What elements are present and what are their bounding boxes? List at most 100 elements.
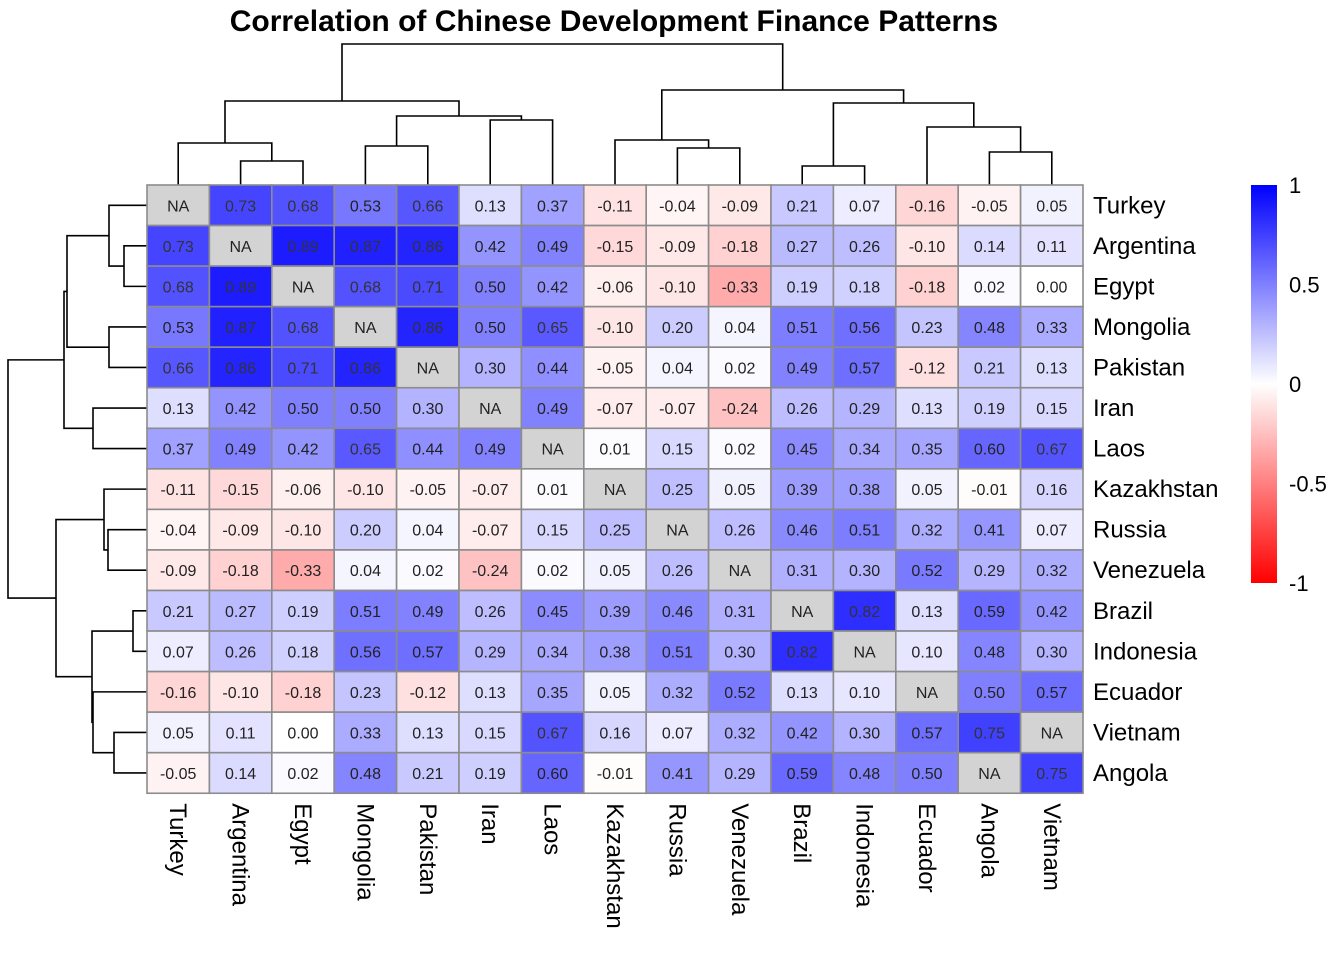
column-dendrogram bbox=[177, 43, 1053, 185]
heatmap-cell bbox=[707, 508, 772, 551]
cell-value-label: 0.59 bbox=[787, 766, 818, 783]
heatmap-cell bbox=[707, 630, 772, 673]
cell-value-label: 0.13 bbox=[1036, 360, 1067, 377]
cell-value-label: 0.19 bbox=[974, 401, 1005, 418]
row-label: Argentina bbox=[1093, 233, 1196, 260]
dendrogram-branch bbox=[239, 160, 304, 185]
heatmap-cell bbox=[520, 468, 585, 511]
cell-value-label: 0.68 bbox=[163, 279, 194, 296]
cell-value-label: 0.16 bbox=[1036, 482, 1067, 499]
cell-value-label: 0.45 bbox=[787, 442, 818, 459]
cell-value-label: 0.73 bbox=[225, 198, 256, 215]
heatmap-cell bbox=[520, 346, 585, 389]
cell-value-label: 0.57 bbox=[412, 644, 443, 661]
heatmap-cell bbox=[520, 549, 585, 592]
heatmap-cell bbox=[395, 427, 460, 470]
heatmap-cell bbox=[770, 751, 835, 795]
cell-value-label: 0.20 bbox=[350, 523, 381, 540]
cell-value-label: 0.25 bbox=[662, 482, 693, 499]
cell-value-label: 0.04 bbox=[662, 360, 693, 377]
cell-value-label: -0.06 bbox=[597, 279, 634, 296]
heatmap-cell bbox=[832, 386, 897, 430]
cell-value-label: 0.82 bbox=[787, 644, 818, 661]
cell-value-label: -0.07 bbox=[597, 401, 634, 418]
cell-value-label: 0.21 bbox=[787, 198, 818, 215]
dendrogram-branch bbox=[108, 204, 147, 267]
column-label: Pakistan bbox=[414, 803, 441, 895]
cell-value-label: -0.11 bbox=[161, 482, 196, 499]
cell-value-label: 0.15 bbox=[537, 523, 568, 540]
dendrogram-branch bbox=[132, 609, 147, 653]
cell-value-label: 0.50 bbox=[974, 685, 1005, 702]
cell-value-label: 0.65 bbox=[350, 442, 381, 459]
heatmap-cell bbox=[270, 346, 335, 389]
column-label: Brazil bbox=[788, 803, 815, 863]
heatmap-cell bbox=[1019, 224, 1084, 267]
heatmap-cell bbox=[957, 751, 1022, 795]
heatmap-cell bbox=[458, 751, 523, 795]
cell-value-label: -0.07 bbox=[472, 523, 509, 540]
column-label: Turkey bbox=[164, 803, 191, 875]
cell-value-label: -0.10 bbox=[347, 482, 384, 499]
cell-value-label: 0.15 bbox=[475, 725, 506, 742]
heatmap-cell bbox=[208, 711, 273, 754]
row-label: Angola bbox=[1093, 760, 1168, 787]
row-label: Pakistan bbox=[1093, 354, 1185, 381]
cell-value-label: 0.60 bbox=[974, 442, 1005, 459]
cell-value-label: NA bbox=[666, 523, 689, 540]
row-label: Brazil bbox=[1093, 598, 1153, 625]
heatmap-cell bbox=[582, 589, 647, 632]
chart-title: Correlation of Chinese Development Finan… bbox=[230, 5, 999, 38]
cell-value-label: -0.09 bbox=[659, 239, 696, 256]
cell-value-label: 0.49 bbox=[537, 401, 568, 418]
cell-value-label: 0.21 bbox=[163, 604, 194, 621]
cell-value-label: 0.44 bbox=[412, 442, 443, 459]
cell-value-label: 0.49 bbox=[412, 604, 443, 621]
cell-value-label: 0.29 bbox=[849, 401, 880, 418]
cell-value-label: 0.48 bbox=[974, 320, 1005, 337]
cell-value-label: 0.57 bbox=[1036, 685, 1067, 702]
heatmap-cell bbox=[707, 549, 772, 592]
dendrogram-branch bbox=[832, 102, 975, 166]
cell-value-label: NA bbox=[167, 198, 190, 215]
cell-value-label: 0.66 bbox=[412, 198, 443, 215]
cell-value-label: 0.71 bbox=[287, 360, 318, 377]
cell-value-label: 0.31 bbox=[787, 563, 818, 580]
column-label: Argentina bbox=[227, 803, 254, 906]
cell-value-label: 0.13 bbox=[911, 604, 942, 621]
heatmap-cell bbox=[645, 589, 710, 632]
cell-value-label: 0.34 bbox=[849, 442, 880, 459]
heatmap-cell bbox=[645, 224, 710, 267]
cell-value-label: 0.32 bbox=[911, 523, 942, 540]
cell-value-label: 0.29 bbox=[724, 766, 755, 783]
column-label: Mongolia bbox=[351, 803, 378, 901]
dendrogram-branch bbox=[661, 89, 905, 140]
cell-value-label: -0.09 bbox=[160, 563, 197, 580]
heatmap-cell bbox=[832, 711, 897, 754]
cell-value-label: -0.16 bbox=[160, 685, 197, 702]
heatmap-cell bbox=[146, 265, 211, 308]
cell-value-label: 0.27 bbox=[225, 604, 256, 621]
column-label: Angola bbox=[975, 803, 1002, 878]
row-labels: Turkey Argentina Egypt Mongolia Pakistan Iran… bbox=[1093, 192, 1218, 787]
cell-value-label: NA bbox=[853, 644, 876, 661]
cell-value-label: 0.37 bbox=[163, 442, 194, 459]
heatmap-cell bbox=[582, 670, 647, 713]
cell-value-label: -0.10 bbox=[222, 685, 259, 702]
cell-value-label: -0.10 bbox=[597, 320, 634, 337]
row-dendrogram bbox=[7, 204, 147, 774]
heatmap-cell bbox=[957, 305, 1022, 348]
cell-value-label: 0.52 bbox=[724, 685, 755, 702]
column-label: Venezuela bbox=[726, 803, 753, 916]
dendrogram-branch bbox=[988, 151, 1053, 185]
heatmap-cell bbox=[270, 711, 335, 754]
cell-value-label: 0.50 bbox=[911, 766, 942, 783]
heatmap-cell bbox=[270, 184, 335, 227]
row-label: Turkey bbox=[1093, 192, 1165, 219]
cell-value-label: 0.02 bbox=[287, 766, 318, 783]
heatmap-cell bbox=[333, 508, 398, 551]
heatmap-cell bbox=[395, 224, 460, 267]
cell-value-label: 0.23 bbox=[350, 685, 381, 702]
cell-value-label: 0.57 bbox=[849, 360, 880, 377]
heatmap-cell bbox=[582, 346, 647, 389]
